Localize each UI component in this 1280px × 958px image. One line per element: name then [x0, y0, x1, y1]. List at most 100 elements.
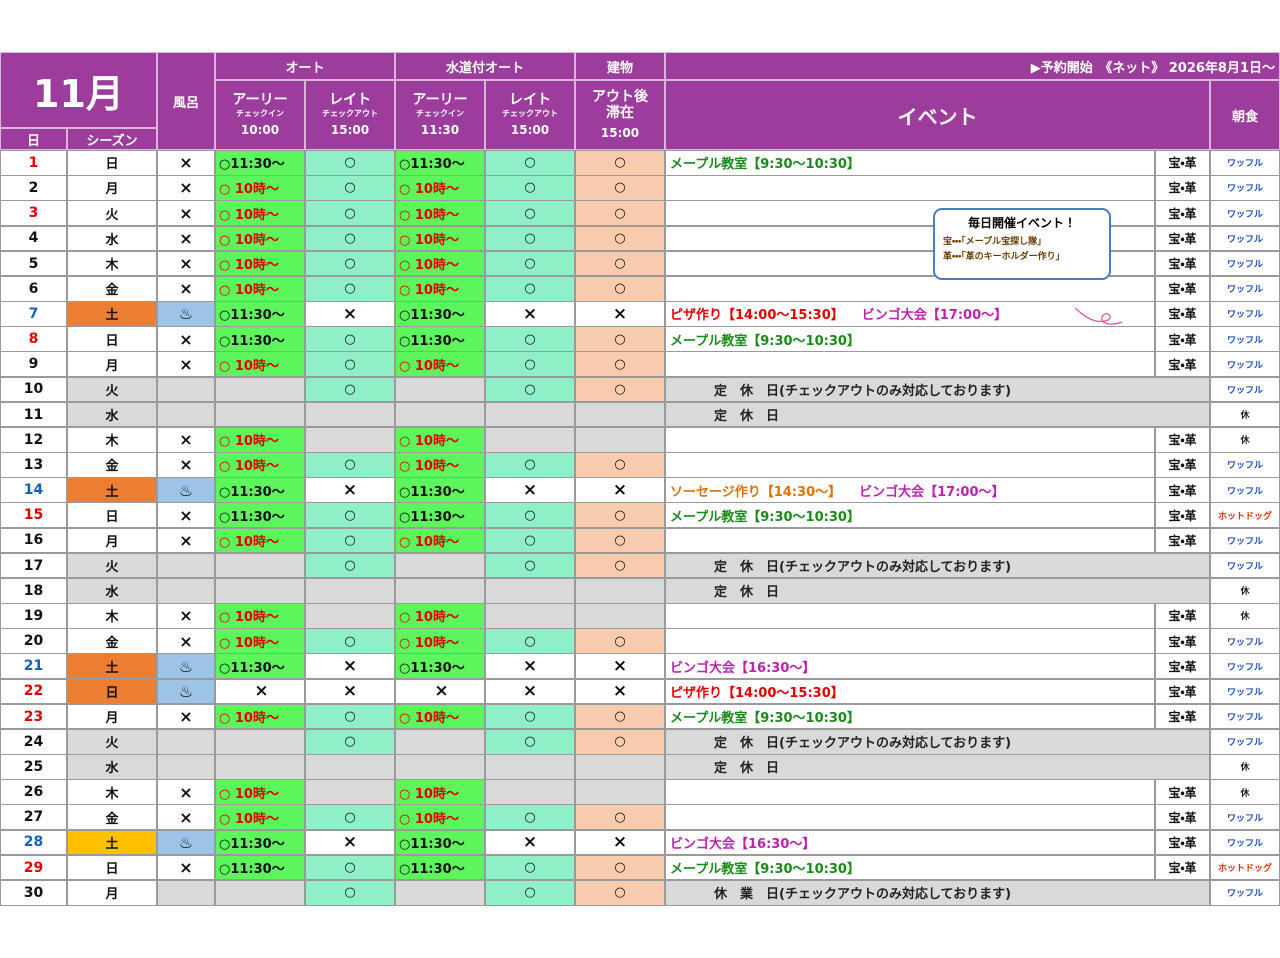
event-text: ピザ作り【14:00～15:30】 [670, 308, 844, 324]
event-text: 定 休 日 [714, 585, 780, 601]
day-of-week: 木 [67, 603, 157, 629]
availability-early: ○ 10時～ [215, 603, 305, 629]
daily-activity: 宝・革 [1155, 250, 1210, 277]
bath [157, 577, 215, 604]
availability-late [485, 401, 575, 428]
event-text: 定 休 日(チェックアウトのみ対応しております) [714, 560, 1012, 576]
availability-early: ○ 10時～ [395, 628, 485, 654]
availability-late: ○ [485, 879, 575, 906]
event-text: メープル教室【9:30～10:30】 [670, 333, 860, 349]
column-header: アーリー チェックイン 11:30 [395, 80, 485, 150]
daily-activity: 宝・革 [1155, 150, 1210, 176]
day-of-week: 土 [67, 301, 157, 327]
day-of-week: 水 [67, 577, 157, 604]
availability-early: ○ 10時～ [395, 351, 485, 378]
availability-early: ○ 10時～ [395, 426, 485, 453]
bath: × [157, 854, 215, 881]
event-cell: 定 休 日 [665, 401, 1210, 428]
availability-late: × [485, 678, 575, 705]
availability-late: × [305, 477, 395, 503]
availability-late: ○ [485, 225, 575, 252]
day-number: 5 [0, 250, 67, 277]
event-text: ビンゴ大会【16:30～】 [670, 660, 816, 676]
breakfast: ワッフル [1210, 804, 1280, 831]
day-number: 16 [0, 527, 67, 554]
daily-activity: 宝・革 [1155, 502, 1210, 529]
availability-bldg: × [575, 829, 665, 856]
event-text: 定 休 日(チェックアウトのみ対応しております) [714, 736, 1012, 752]
event-cell: 休 業 日(チェックアウトのみ対応しております) [665, 879, 1210, 906]
availability-early [215, 401, 305, 428]
daily-activity: 宝・革 [1155, 804, 1210, 831]
bath: × [157, 175, 215, 201]
daily-activity: 宝・革 [1155, 426, 1210, 453]
availability-late: ○ [485, 628, 575, 654]
day-of-week: 日 [67, 678, 157, 705]
day-number: 4 [0, 225, 67, 252]
day-of-week: 木 [67, 426, 157, 453]
availability-early: ○11:30～ [215, 301, 305, 327]
availability-early: ○11:30～ [215, 150, 305, 176]
availability-bldg: × [575, 477, 665, 503]
column-title: レイト [509, 92, 551, 109]
availability-late: ○ [305, 351, 395, 378]
breakfast: 休 [1210, 401, 1280, 428]
bath: ♨ [157, 653, 215, 680]
availability-late: ○ [485, 200, 575, 226]
breakfast: ワッフル [1210, 351, 1280, 378]
day-of-week: 水 [67, 754, 157, 780]
event-text: ソーセージ作り【14:30～】 [670, 484, 842, 500]
bath [157, 376, 215, 403]
availability-early: ○11:30～ [395, 301, 485, 327]
column-header: アウト後 滞在 15:00 [575, 80, 665, 150]
availability-late [305, 577, 395, 604]
availability-late: ○ [305, 879, 395, 906]
bath: × [157, 225, 215, 252]
bath: × [157, 502, 215, 529]
availability-early: ○ 10時～ [395, 603, 485, 629]
availability-late [485, 754, 575, 780]
availability-early: ○ 10時～ [395, 779, 485, 805]
availability-late: × [485, 477, 575, 503]
availability-late [485, 426, 575, 453]
day-number: 15 [0, 502, 67, 529]
day-number: 21 [0, 653, 67, 680]
day-number: 11 [0, 401, 67, 428]
availability-early: × [395, 678, 485, 705]
availability-bldg [575, 779, 665, 805]
daily-activity: 宝・革 [1155, 225, 1210, 252]
day-number: 7 [0, 301, 67, 327]
column-header: レイト チェックアウト 15:00 [485, 80, 575, 150]
day-number: 6 [0, 275, 67, 302]
availability-late: ○ [305, 804, 395, 831]
availability-bldg: ○ [575, 628, 665, 654]
day-number: 12 [0, 426, 67, 453]
availability-early: ○ 10時～ [395, 175, 485, 201]
availability-bldg: ○ [575, 804, 665, 831]
availability-bldg: ○ [575, 250, 665, 277]
availability-bldg: ○ [575, 854, 665, 881]
availability-late: ○ [485, 150, 575, 176]
column-header: アーリー チェックイン 10:00 [215, 80, 305, 150]
availability-late: ○ [305, 275, 395, 302]
day-of-week: 土 [67, 477, 157, 503]
day-of-week: 金 [67, 804, 157, 831]
availability-early: ○ 10時～ [395, 250, 485, 277]
availability-late: ○ [305, 376, 395, 403]
event-cell: ビンゴ大会【16:30～】 [665, 653, 1155, 680]
day-number: 19 [0, 603, 67, 629]
availability-bldg: ○ [575, 275, 665, 302]
availability-early: ○ 10時～ [215, 426, 305, 453]
availability-early: ○ 10時～ [215, 452, 305, 478]
event-text: 休 業 日(チェックアウトのみ対応しております) [714, 887, 1012, 903]
availability-late [485, 577, 575, 604]
availability-early [395, 728, 485, 755]
daily-activity: 宝・革 [1155, 603, 1210, 629]
availability-early: ○ 10時～ [215, 175, 305, 201]
availability-early: ○ 10時～ [395, 275, 485, 302]
availability-early [215, 754, 305, 780]
day-of-week: 金 [67, 452, 157, 478]
bath: × [157, 200, 215, 226]
availability-early [215, 879, 305, 906]
